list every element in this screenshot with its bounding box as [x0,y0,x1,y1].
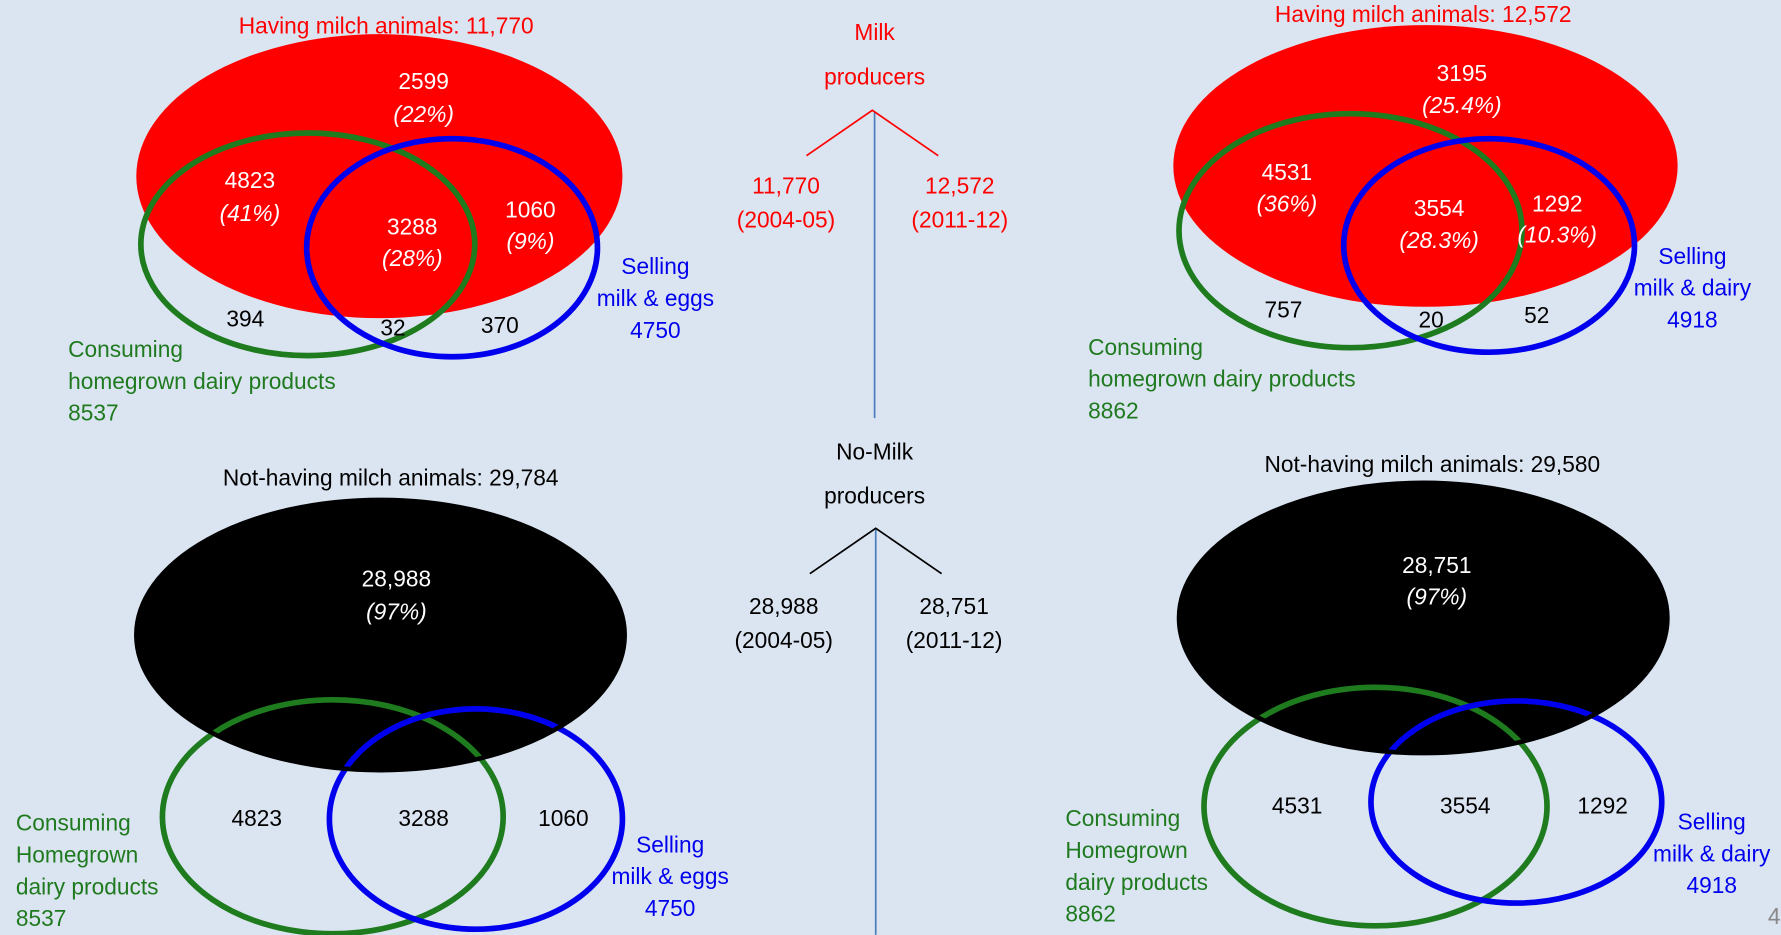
label: 1060 [505,196,556,222]
label: Not-having milch animals: 29,580 [1264,451,1600,477]
set-consuming [1176,110,1525,351]
label: 3288 [387,213,438,239]
label: (41%) [220,200,281,226]
label: 4750 [645,895,696,921]
label: 3288 [398,805,449,831]
label: 32 [396,730,421,756]
label: Consuming [68,336,183,362]
label: 52 [1524,302,1549,328]
set-selling [1340,135,1638,356]
label: 52 [1512,704,1537,730]
label: (22%) [393,101,454,127]
set-main [1173,25,1678,307]
label: 28,751 [1402,552,1471,578]
label: 370 [472,717,510,743]
label: Homegrown [16,842,138,868]
label: milk & dairy [1634,275,1752,301]
branch [809,527,943,575]
label: 370 [481,312,519,338]
label: 4750 [630,317,681,343]
label: Consuming [16,810,131,836]
label: 2599 [398,68,449,94]
label: Having milch animals: 11,770 [239,12,534,38]
label: Selling [1678,809,1746,835]
label: Consuming [1065,805,1180,831]
label: 757 [1340,704,1378,730]
set-selling [303,135,601,360]
set-main [1179,482,1668,754]
label: Not-having milch animals: 29,784 [223,464,559,490]
set-main-outline [134,497,627,773]
label: (97%) [1407,584,1468,610]
label: (2011-12) [906,627,1003,653]
branch [805,109,939,157]
set-main [136,34,623,319]
label: 28,988 [749,593,818,619]
label: Milk [854,19,895,45]
label: 4531 [1272,793,1323,819]
label: 8862 [1065,901,1116,927]
label: homegrown dairy products [1088,366,1356,392]
label: 8862 [1088,397,1139,423]
label: 3195 [1437,60,1488,86]
label: No-Milk [836,438,914,464]
label: 1292 [1577,793,1628,819]
label: 1060 [538,805,589,831]
set-consuming [138,130,478,359]
label: (2004-05) [735,627,833,653]
label: Selling [636,831,704,857]
label: Consuming [1088,334,1203,360]
set-main [136,499,625,771]
label: (2004-05) [737,207,835,233]
label: 12,572 [925,173,994,199]
label: dairy products [1065,869,1208,895]
label: (25.4%) [1422,92,1502,118]
label: (10.3%) [1517,221,1597,247]
label: dairy products [16,873,159,899]
label: 4823 [231,805,282,831]
label: 3554 [1414,195,1465,221]
label: (97%) [366,598,427,624]
label: 11,770 [752,173,820,199]
label: milk & eggs [611,863,728,889]
label: (36%) [1257,191,1318,217]
label: 4918 [1667,307,1718,333]
label: 20 [1419,307,1444,333]
label: milk & eggs [597,285,714,311]
set-selling [326,706,626,933]
label: Having milch animals: 12,572 [1275,1,1572,27]
label: 20 [1439,718,1464,744]
label: (28%) [382,245,443,271]
label: 4823 [225,167,276,193]
label: producers [824,483,925,509]
label: 4918 [1686,872,1737,898]
page-number: 4 [1768,903,1781,929]
label: 28,988 [362,566,431,592]
label: Selling [1658,243,1726,269]
label: (2011-12) [911,207,1008,233]
label: 4531 [1262,159,1313,185]
set-consuming [1201,684,1550,929]
label: Homegrown [1065,837,1187,863]
set-main-outline [1176,480,1670,756]
label: 8537 [16,905,67,931]
label: Selling [621,253,689,279]
label: (28.3%) [1399,227,1479,253]
label: milk & dairy [1653,840,1771,866]
label: (9%) [506,228,554,254]
label: 8537 [68,400,119,426]
label: 757 [1265,296,1303,322]
label: 394 [298,717,336,743]
label: homegrown dairy products [68,368,336,394]
label: 3554 [1440,793,1491,819]
label: 28,751 [919,593,988,619]
set-consuming [159,696,506,935]
label: 32 [380,314,405,340]
label: 394 [226,305,264,331]
label: 1292 [1532,191,1583,217]
label: producers [824,63,925,89]
set-selling [1368,698,1665,906]
